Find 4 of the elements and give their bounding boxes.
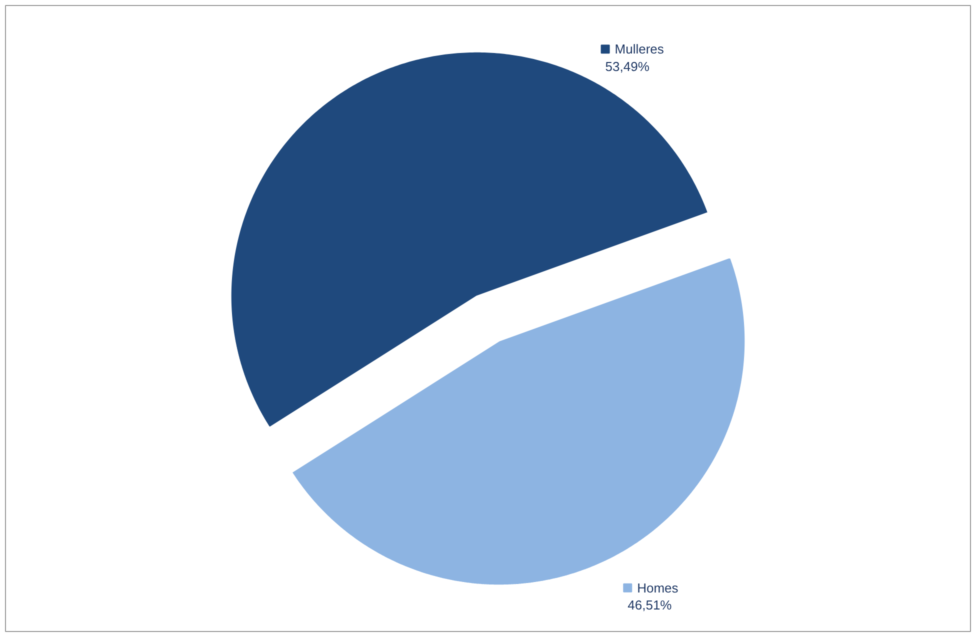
data-label: 53,49% bbox=[605, 58, 650, 74]
legend-label: Mulleres bbox=[614, 42, 664, 57]
legend-label: Homes bbox=[637, 580, 679, 596]
data-label: 46,51% bbox=[628, 598, 672, 613]
